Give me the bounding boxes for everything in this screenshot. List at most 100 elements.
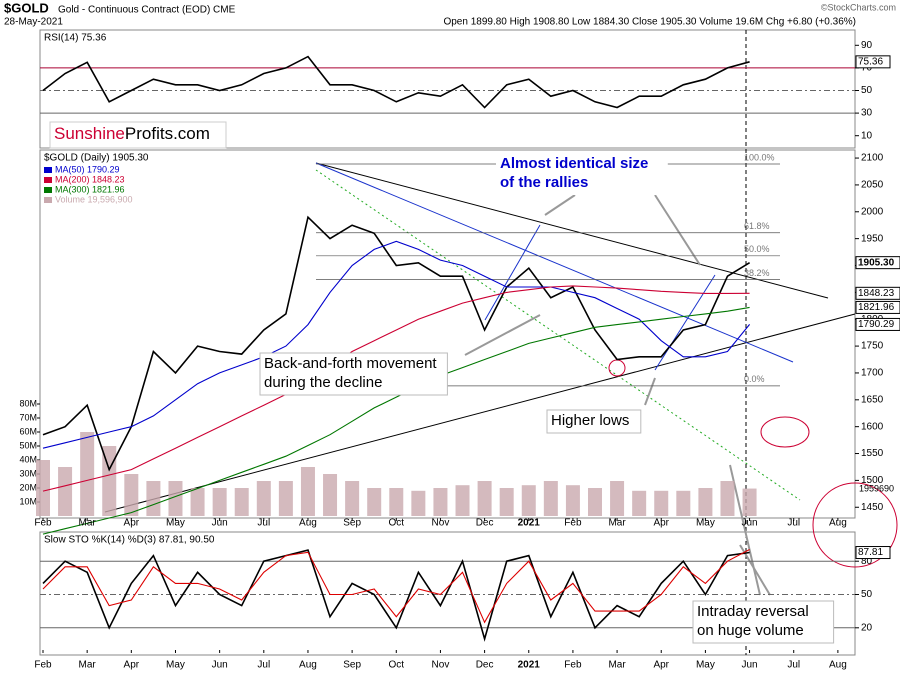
volume-bar — [676, 490, 691, 516]
y-tick-label: 1500 — [861, 475, 884, 486]
volume-bar — [632, 490, 647, 516]
trendline — [315, 162, 794, 363]
volume-bar — [345, 481, 360, 516]
instrument-name: Gold - Continuous Contract (EOD) CME — [58, 5, 236, 16]
x-tick-label: Mar — [79, 518, 97, 529]
x-tick-label: Feb — [564, 660, 582, 671]
volume-bar — [256, 481, 271, 516]
x-tick-label: Jul — [787, 660, 800, 671]
volume-bar — [389, 488, 404, 516]
x-tick-label: Oct — [388, 660, 404, 671]
date: 28-May-2021 — [4, 17, 63, 28]
fib-label: 100.0% — [744, 152, 775, 162]
annotation-box — [496, 153, 668, 195]
y-tick-label: 2100 — [861, 153, 884, 164]
volume-bar — [455, 485, 470, 516]
legend-label: MA(50) 1790.29 — [55, 164, 120, 174]
x-tick-label: Jul — [787, 518, 800, 529]
x-tick-label: Apr — [124, 660, 140, 671]
y2-tick-label: 50M — [19, 440, 37, 450]
pointer — [644, 377, 656, 406]
price-box — [855, 300, 900, 314]
series-line — [42, 215, 751, 472]
x-tick-label: Aug — [829, 518, 847, 529]
trendlines — [104, 162, 898, 596]
price-label: 1905.30 — [858, 257, 895, 268]
volume-bar — [80, 432, 95, 516]
x-tick-label: Feb — [564, 518, 582, 529]
price-box — [855, 256, 900, 270]
volume-bar — [323, 474, 338, 516]
volume-bar — [543, 481, 558, 516]
price-label: 1790.29 — [858, 319, 895, 330]
rsi-frame — [39, 29, 856, 149]
x-tick-label: Nov — [432, 660, 450, 671]
legend-swatch — [44, 167, 52, 173]
stoch-frame — [39, 531, 856, 656]
annotation: Intraday reversal — [697, 603, 809, 620]
trendline — [315, 162, 829, 299]
y-tick-label: 1950 — [861, 233, 884, 244]
value-label: 87.81 — [858, 547, 883, 558]
y-tick-label: 10 — [861, 130, 873, 141]
price-box — [855, 286, 900, 300]
x-tick-label: Jun — [741, 518, 757, 529]
pointer — [544, 194, 576, 216]
circle — [812, 482, 898, 568]
y2-tick-label: 40M — [19, 454, 37, 464]
y2-tick-label: 60M — [19, 426, 37, 436]
volume-bar — [565, 485, 580, 516]
x-tick-label: Feb — [34, 660, 52, 671]
x-tick-label: Oct — [388, 518, 404, 529]
panel-title: RSI(14) 75.36 — [44, 33, 107, 44]
price-label: 1848.23 — [858, 288, 895, 299]
x-tick-label: Dec — [476, 518, 494, 529]
x-tick-label: Dec — [476, 660, 494, 671]
volume-bar — [234, 488, 249, 516]
volume-bar — [278, 481, 293, 516]
series-line — [42, 55, 750, 109]
x-tick-label: Aug — [299, 518, 317, 529]
y-tick-label: 80 — [861, 556, 873, 567]
copyright: ©StockCharts.com — [821, 2, 896, 12]
price-box — [855, 317, 900, 331]
y-tick-label: 90 — [861, 40, 873, 51]
y-tick-label: 20 — [861, 622, 873, 633]
price-label: 1821.96 — [858, 302, 895, 313]
y2-tick-label: 30M — [19, 468, 37, 478]
logo-part: Sunshine — [54, 124, 125, 143]
pointer — [729, 464, 761, 596]
series-line — [42, 306, 750, 535]
y2-tick-label: 70M — [19, 412, 37, 422]
x-tick-label: Jun — [741, 660, 757, 671]
volume-bar — [146, 481, 161, 516]
volume-bar — [521, 485, 536, 516]
x-tick-label: May — [166, 660, 185, 671]
symbol: $GOLD — [4, 0, 49, 15]
x-tick-label: Feb — [34, 518, 52, 529]
y2-tick-label: 20M — [19, 482, 37, 492]
logo: SunshineProfits.com — [54, 124, 210, 143]
fib-label: 50.0% — [744, 244, 770, 254]
circle — [608, 359, 626, 377]
logo-box — [49, 121, 227, 149]
volume-bar — [190, 488, 205, 516]
x-tick-label: Apr — [653, 660, 669, 671]
legend-swatch — [44, 197, 52, 203]
volume-bar — [588, 488, 602, 516]
annotation-box — [692, 600, 835, 644]
y-tick-label: 1450 — [861, 502, 884, 513]
annotation: Almost identical size — [500, 155, 648, 172]
x-tick-label: Jun — [212, 660, 228, 671]
volume-bar — [433, 488, 448, 516]
x-tick-label: Mar — [608, 660, 626, 671]
rally-line — [654, 274, 716, 371]
x-tick-label: Jun — [212, 518, 228, 529]
quote: Open 1899.80 High 1908.80 Low 1884.30 Cl… — [443, 17, 856, 28]
volume-bar — [698, 488, 713, 516]
x-tick-label: May — [696, 518, 715, 529]
legend-label: MA(300) 1821.96 — [55, 184, 125, 194]
legend-label: Volume 19,596,900 — [55, 194, 133, 204]
volume-bar — [742, 488, 757, 516]
